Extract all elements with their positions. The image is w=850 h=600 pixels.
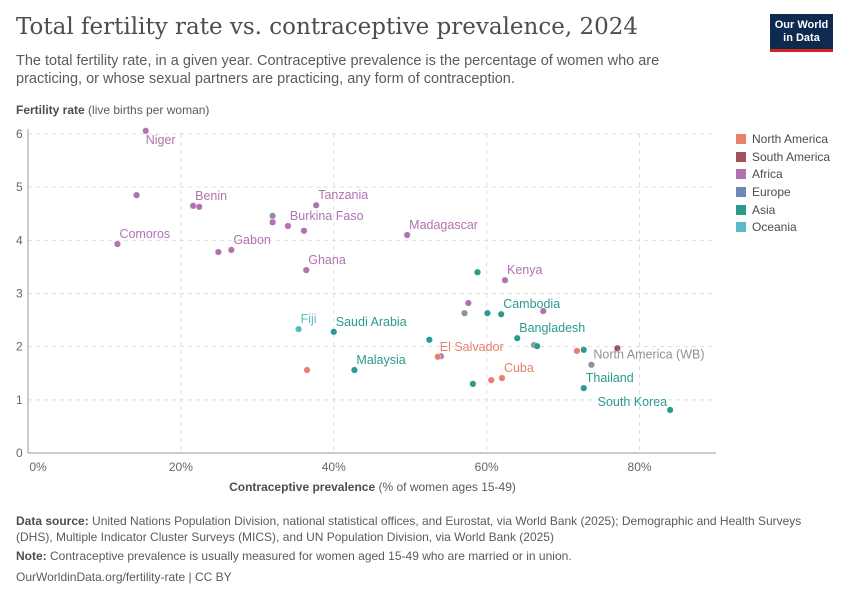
data-point — [497, 310, 505, 318]
data-point — [487, 376, 495, 384]
legend-label: South America — [752, 149, 831, 164]
point-label: Kenya — [507, 263, 542, 277]
chart-subtitle: The total fertility rate, in a given yea… — [16, 53, 660, 87]
data-point — [403, 231, 411, 239]
legend-label: Oceania — [752, 220, 797, 235]
data-point — [302, 266, 310, 274]
point-label: Malaysia — [356, 353, 405, 367]
data-point — [295, 325, 303, 333]
point-label: Ghana — [308, 253, 346, 267]
legend-swatch — [736, 151, 746, 162]
legend-label: North America — [752, 131, 829, 146]
owid-logo[interactable]: Our World in Data — [770, 14, 833, 52]
point-label: El Salvador — [440, 340, 504, 354]
source-url[interactable]: OurWorldinData.org/fertility-rate | CC B… — [16, 570, 232, 584]
data-point — [580, 346, 588, 354]
point-label: Gabon — [233, 233, 271, 247]
data-point — [133, 191, 141, 199]
data-point — [501, 276, 509, 284]
note: Note: Contraceptive prevalence is usuall… — [16, 549, 572, 563]
data-point — [460, 309, 468, 317]
legend-item[interactable]: North America — [736, 130, 830, 148]
x-tick-label: 60% — [475, 460, 499, 474]
data-point — [269, 218, 277, 226]
data-point — [473, 268, 481, 276]
legend-item[interactable]: Africa — [736, 165, 830, 183]
data-point — [498, 374, 506, 382]
point-label: Cuba — [504, 361, 534, 375]
point-label: Saudi Arabia — [336, 315, 407, 329]
data-point — [300, 227, 308, 235]
point-label: North America (WB) — [593, 348, 704, 362]
legend-label: Asia — [752, 202, 776, 217]
point-label: Thailand — [586, 371, 634, 385]
legend-label: Europe — [752, 184, 791, 199]
data-point — [539, 307, 547, 315]
data-point — [284, 222, 292, 230]
data-point — [533, 342, 541, 350]
data-point — [469, 380, 477, 388]
y-tick-label: 0 — [16, 446, 23, 460]
data-point — [142, 127, 150, 135]
point-label: Tanzania — [318, 188, 368, 202]
legend-swatch — [736, 133, 746, 144]
legend: North America South America Africa Europe As… — [736, 130, 830, 236]
data-point — [587, 361, 595, 369]
x-tick-label: 40% — [322, 460, 346, 474]
y-tick-label: 4 — [16, 233, 23, 247]
y-tick-label: 5 — [16, 180, 23, 194]
data-point — [613, 344, 621, 352]
y-tick-label: 1 — [16, 393, 23, 407]
point-label: Comoros — [119, 227, 170, 241]
legend-swatch — [736, 186, 746, 197]
x-tick-label: 20% — [169, 460, 193, 474]
point-label: Fiji — [301, 312, 317, 326]
data-point — [434, 353, 442, 361]
legend-item[interactable]: Europe — [736, 183, 830, 201]
data-point — [350, 366, 358, 374]
data-point — [303, 366, 311, 374]
data-point — [214, 248, 222, 256]
data-point — [573, 347, 581, 355]
data-point — [580, 384, 588, 392]
point-label: Burkina Faso — [290, 209, 364, 223]
x-axis-label: Contraceptive prevalence (% of women age… — [229, 480, 516, 494]
legend-item[interactable]: Asia — [736, 201, 830, 219]
legend-swatch — [736, 222, 746, 233]
data-point — [425, 336, 433, 344]
x-tick-label: 0% — [29, 460, 47, 474]
data-point — [666, 406, 674, 414]
chart-title: Total fertility rate vs. contraceptive p… — [16, 14, 638, 40]
data-point — [330, 328, 338, 336]
data-point — [113, 240, 121, 248]
data-point — [269, 212, 277, 220]
y-axis-label: Fertility rate (live births per woman) — [16, 103, 210, 117]
x-tick-label: 80% — [628, 460, 652, 474]
point-label: Madagascar — [409, 218, 478, 232]
data-point — [312, 201, 320, 209]
legend-label: Africa — [752, 167, 783, 182]
point-label: Cambodia — [503, 297, 560, 311]
data-point — [483, 309, 491, 317]
data-point — [189, 202, 197, 210]
y-tick-label: 3 — [16, 287, 23, 301]
legend-swatch — [736, 204, 746, 215]
point-label: South Korea — [598, 395, 668, 409]
data-point — [227, 246, 235, 254]
legend-item[interactable]: Oceania — [736, 218, 830, 236]
data-point — [195, 203, 203, 211]
legend-item[interactable]: South America — [736, 148, 830, 166]
y-tick-label: 6 — [16, 127, 23, 141]
point-label: Niger — [146, 133, 176, 147]
data-point — [464, 299, 472, 307]
data-source: Data source: United Nations Population D… — [16, 514, 802, 544]
y-tick-label: 2 — [16, 340, 23, 354]
legend-swatch — [736, 169, 746, 180]
point-label: Benin — [195, 189, 227, 203]
data-point — [513, 334, 521, 342]
point-label: Bangladesh — [519, 321, 585, 335]
